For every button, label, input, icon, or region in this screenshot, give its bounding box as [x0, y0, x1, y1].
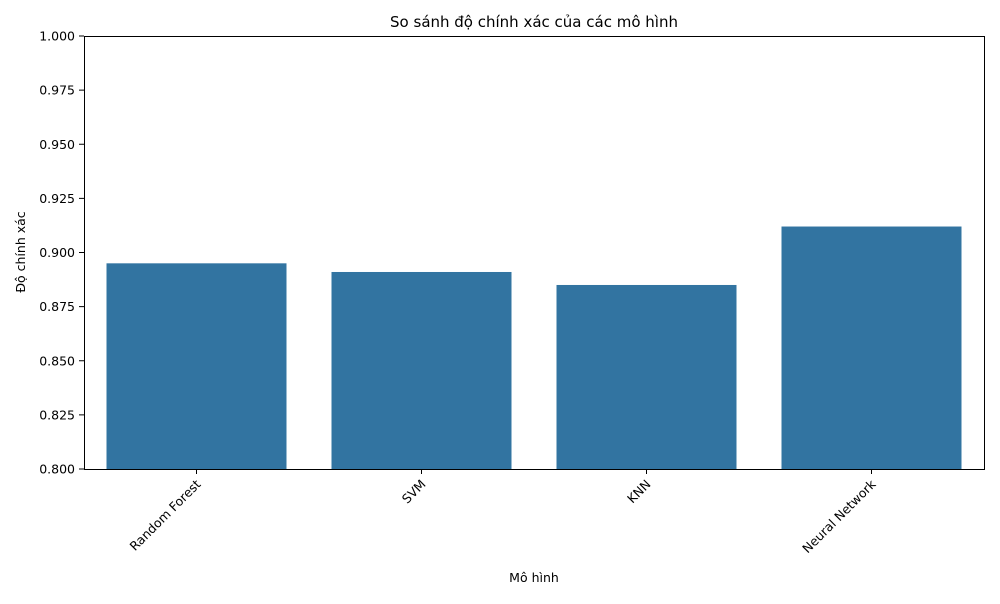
- y-tick-label: 0.925: [39, 191, 75, 206]
- y-tick-label: 1.000: [39, 29, 75, 44]
- bar-neural-network: [781, 226, 962, 469]
- y-tick-label: 0.875: [39, 299, 75, 314]
- bar-random-forest: [106, 263, 287, 469]
- x-axis-label: Mô hình: [509, 570, 559, 585]
- bar-knn: [556, 284, 737, 469]
- y-tick-label: 0.900: [39, 245, 75, 260]
- x-tick-label: Neural Network: [799, 476, 879, 556]
- y-tick-label: 0.975: [39, 83, 75, 98]
- plot-frame: [84, 36, 985, 470]
- y-tick-label: 0.800: [39, 462, 75, 477]
- y-axis-ticks: 0.800 0.825 0.850 0.875 0.900 0.925 0.950 0.975…: [39, 29, 84, 477]
- y-tick-label: 0.850: [39, 353, 75, 368]
- bar-svm: [331, 271, 512, 469]
- x-axis-ticks: Random Forest SVM KNN Neural Network: [126, 469, 879, 556]
- x-tick-label: KNN: [624, 477, 654, 507]
- y-axis-label: Độ chính xác: [13, 211, 28, 292]
- chart-title: So sánh độ chính xác của các mô hình: [390, 13, 678, 31]
- y-tick-label: 0.950: [39, 137, 75, 152]
- x-tick-label: SVM: [399, 477, 429, 507]
- y-tick-label: 0.825: [39, 407, 75, 422]
- x-tick-label: Random Forest: [126, 476, 203, 553]
- bars-group: [106, 226, 962, 469]
